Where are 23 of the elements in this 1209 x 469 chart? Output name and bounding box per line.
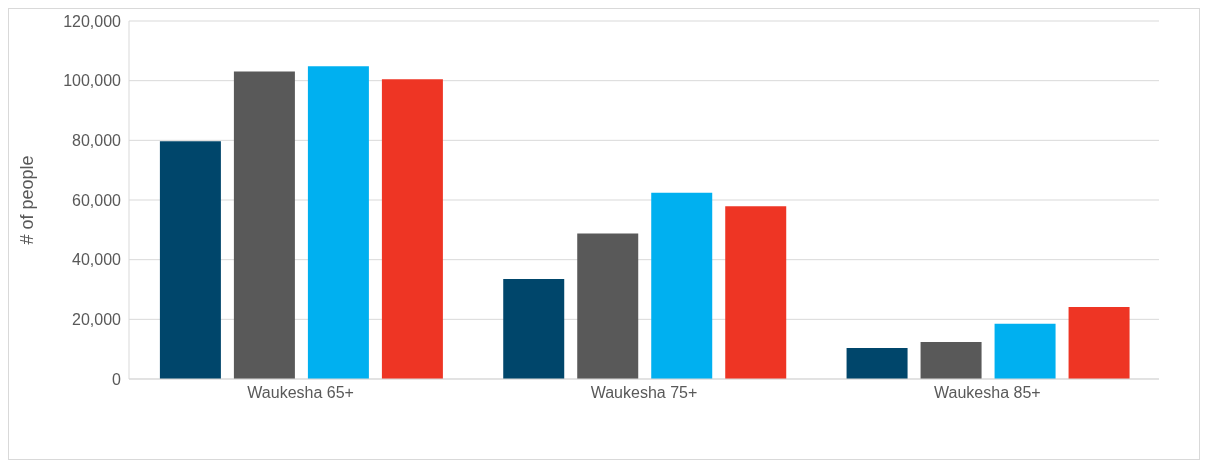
x-tick-label: Waukesha 85+ bbox=[934, 384, 1041, 402]
y-tick-label: 60,000 bbox=[72, 191, 122, 209]
y-tick-label: 80,000 bbox=[72, 132, 122, 150]
bar bbox=[651, 192, 713, 379]
bar bbox=[381, 79, 443, 379]
x-tick-label: Waukesha 75+ bbox=[590, 384, 698, 402]
x-tick-label: Waukesha 65+ bbox=[247, 384, 354, 402]
bar bbox=[503, 279, 565, 379]
y-tick-label: 100,000 bbox=[63, 72, 122, 90]
y-tick-label: 20,000 bbox=[72, 311, 122, 329]
bar bbox=[846, 347, 908, 379]
bar bbox=[159, 141, 221, 379]
bar bbox=[994, 323, 1056, 379]
y-axis-title: # of people bbox=[17, 155, 38, 245]
y-tick-label: 0 bbox=[112, 370, 122, 388]
bar bbox=[577, 233, 639, 379]
bar bbox=[725, 206, 787, 379]
bar bbox=[920, 342, 982, 379]
bar bbox=[307, 66, 369, 379]
y-tick-label: 120,000 bbox=[63, 12, 122, 30]
bar bbox=[1068, 307, 1130, 379]
bar bbox=[233, 71, 295, 379]
y-tick-label: 40,000 bbox=[72, 251, 122, 269]
